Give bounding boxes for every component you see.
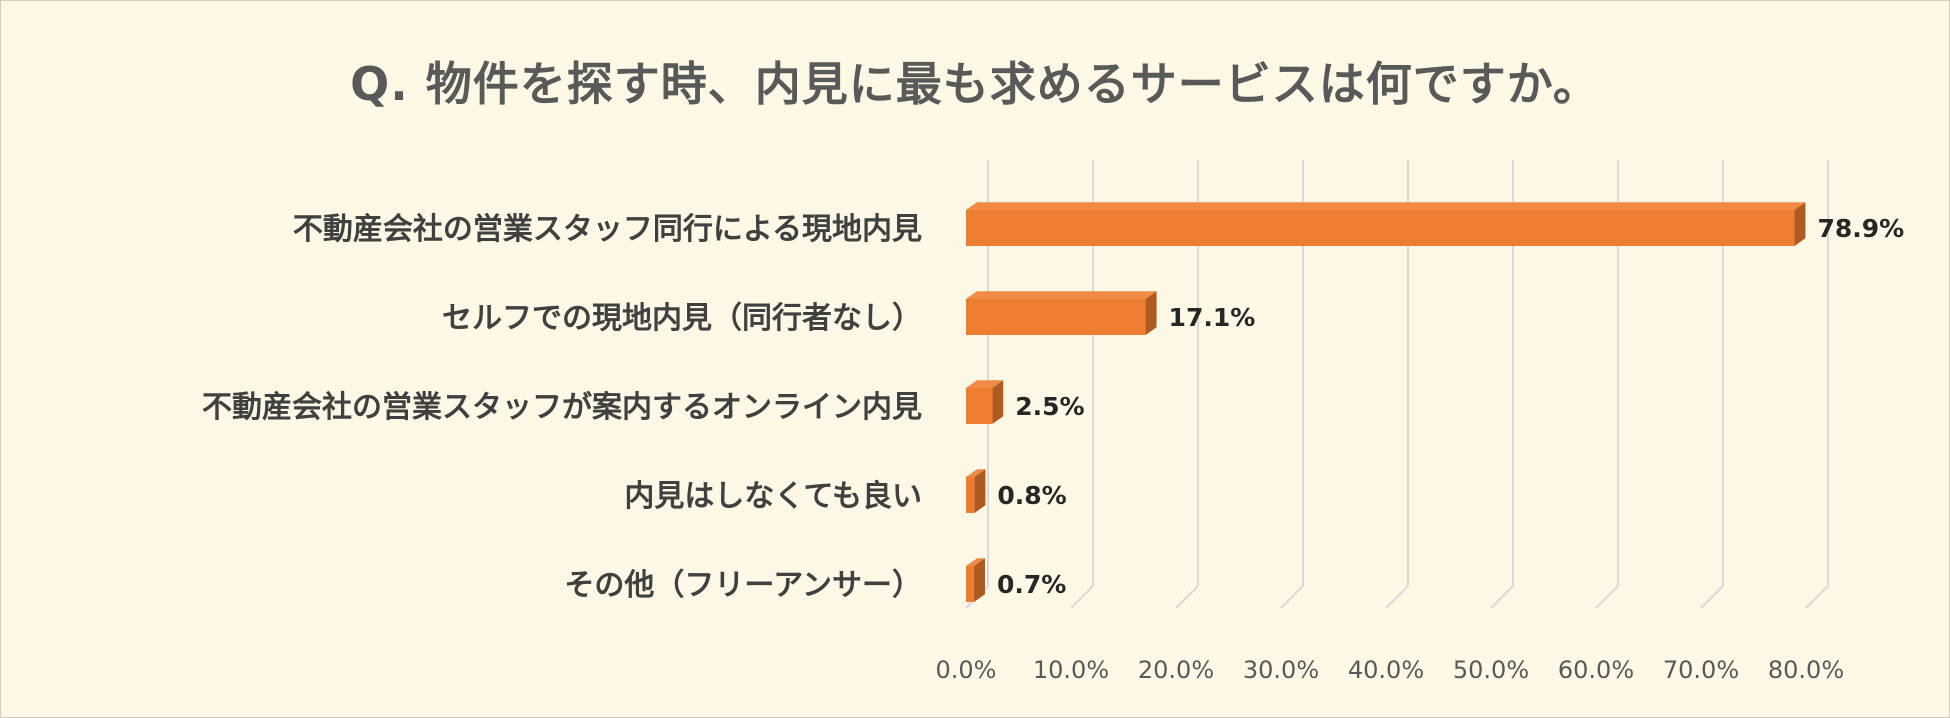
bar-side xyxy=(992,380,1004,424)
x-tick-label: 80.0% xyxy=(1768,656,1844,684)
x-tick-label: 40.0% xyxy=(1348,656,1424,684)
x-tick-label: 60.0% xyxy=(1558,656,1634,684)
bar-side xyxy=(1794,202,1806,246)
x-tick-label: 0.0% xyxy=(936,656,997,684)
bar xyxy=(966,469,986,513)
bar xyxy=(966,380,1004,424)
x-tick-label: 70.0% xyxy=(1663,656,1739,684)
bar xyxy=(966,202,1806,246)
data-label: 78.9% xyxy=(1817,214,1904,243)
bar-side xyxy=(1145,291,1157,335)
bar-top xyxy=(966,558,985,566)
data-label: 17.1% xyxy=(1169,303,1256,332)
bar-layer xyxy=(966,202,1806,602)
gridline-floor xyxy=(1280,585,1304,609)
category-label: その他（フリーアンサー） xyxy=(564,568,922,603)
bar-top xyxy=(966,380,1004,388)
data-label: 0.7% xyxy=(997,570,1066,599)
gridline-floor xyxy=(1490,585,1514,609)
bar xyxy=(966,558,985,602)
bar-front xyxy=(966,566,974,602)
bar-front xyxy=(966,477,975,513)
gridline-floor xyxy=(1805,585,1829,609)
label-layer: 0.0% 10.0% 20.0% 30.0% 40.0% 50.0% 60.0% 70.0% 8… xyxy=(202,212,1904,684)
bar-side xyxy=(974,558,985,602)
gridline-floor xyxy=(1175,585,1199,609)
bar-top xyxy=(966,469,986,477)
gridline-floor xyxy=(1385,585,1409,609)
bar xyxy=(966,291,1157,335)
x-tick-label: 10.0% xyxy=(1033,656,1109,684)
bar-top xyxy=(966,291,1157,299)
category-label: 不動産会社の営業スタッフが案内するオンライン内見 xyxy=(202,390,922,425)
bar-top xyxy=(966,202,1806,210)
bar-front xyxy=(966,299,1146,335)
bar-front xyxy=(966,210,1795,246)
data-label: 0.8% xyxy=(997,481,1066,510)
gridline-floor xyxy=(1595,585,1619,609)
bar-side xyxy=(974,469,986,513)
data-label: 2.5% xyxy=(1015,392,1084,421)
category-label: 不動産会社の営業スタッフ同行による現地内見 xyxy=(293,212,922,247)
bar-front xyxy=(966,388,993,424)
category-label: 内見はしなくても良い xyxy=(624,479,922,514)
gridline-floor xyxy=(1700,585,1724,609)
x-tick-label: 30.0% xyxy=(1243,656,1319,684)
x-tick-label: 50.0% xyxy=(1453,656,1529,684)
x-tick-label: 20.0% xyxy=(1138,656,1214,684)
category-label: セルフでの現地内見（同行者なし） xyxy=(442,301,922,336)
gridline-floor xyxy=(1070,585,1094,609)
chart-title: Q. 物件を探す時、内見に最も求めるサービスは何ですか。 xyxy=(350,57,1600,111)
